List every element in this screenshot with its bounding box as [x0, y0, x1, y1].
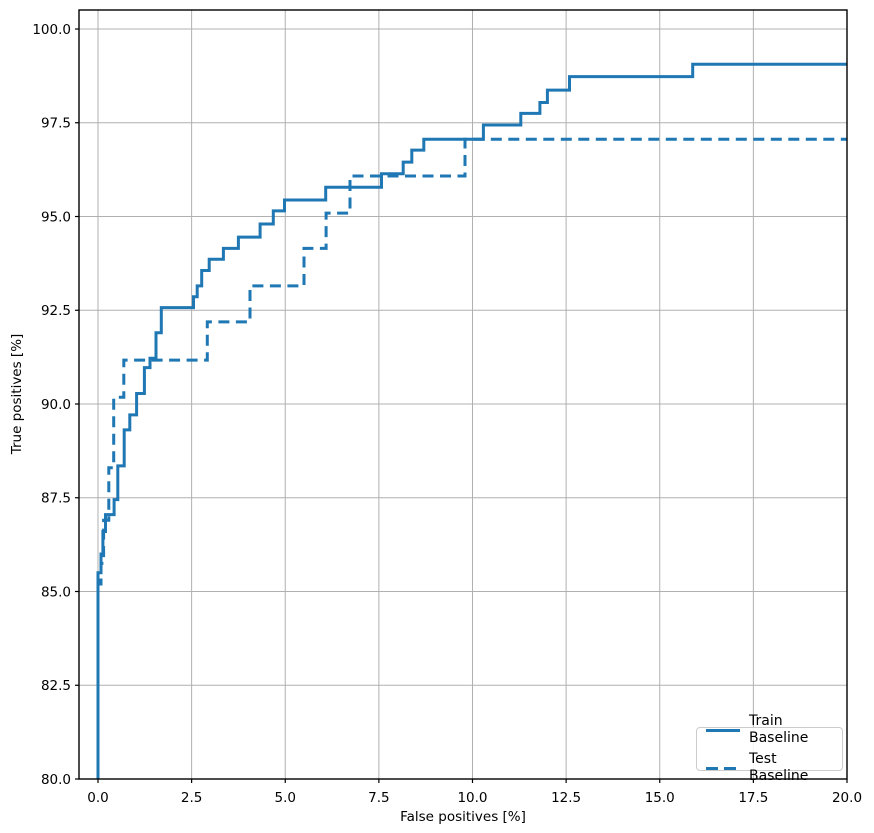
y-tick-label: 100.0	[32, 22, 71, 38]
x-axis-label: False positives [%]	[400, 809, 526, 825]
x-tick-label: 5.0	[274, 790, 295, 806]
y-tick-label: 87.5	[41, 491, 71, 507]
y-tick-label: 92.5	[41, 303, 71, 319]
x-tick-label: 10.0	[457, 790, 487, 806]
x-tick-label: 15.0	[645, 790, 675, 806]
x-tick-label: 7.5	[368, 790, 389, 806]
test-baseline-line	[96, 137, 847, 779]
train-baseline-line	[96, 62, 847, 779]
y-tick-label: 80.0	[41, 772, 71, 788]
y-axis-label: True positives [%]	[9, 333, 25, 455]
test-line-sample-icon	[706, 766, 740, 770]
x-tick-label: 2.5	[181, 790, 202, 806]
x-tick-label: 17.5	[738, 790, 768, 806]
x-tick-label: 12.5	[551, 790, 581, 806]
y-tick-label: 90.0	[41, 397, 71, 413]
axes-box	[78, 9, 848, 780]
legend: Train Baseline Test Baseline	[696, 713, 843, 784]
legend-label-train: Train Baseline	[749, 713, 809, 746]
y-tick-label: 85.0	[41, 584, 71, 600]
y-tick-label: 95.0	[41, 209, 71, 225]
x-tick-label: 20.0	[832, 790, 862, 806]
train-line-sample-icon	[706, 728, 740, 732]
x-tick-label: 0.0	[87, 790, 108, 806]
legend-item-train: Train Baseline	[706, 713, 833, 747]
legend-item-test: Test Baseline	[706, 751, 833, 785]
legend-label-test: Test Baseline	[749, 751, 809, 784]
y-tick-label: 82.5	[41, 678, 71, 694]
y-tick-label: 97.5	[41, 116, 71, 132]
